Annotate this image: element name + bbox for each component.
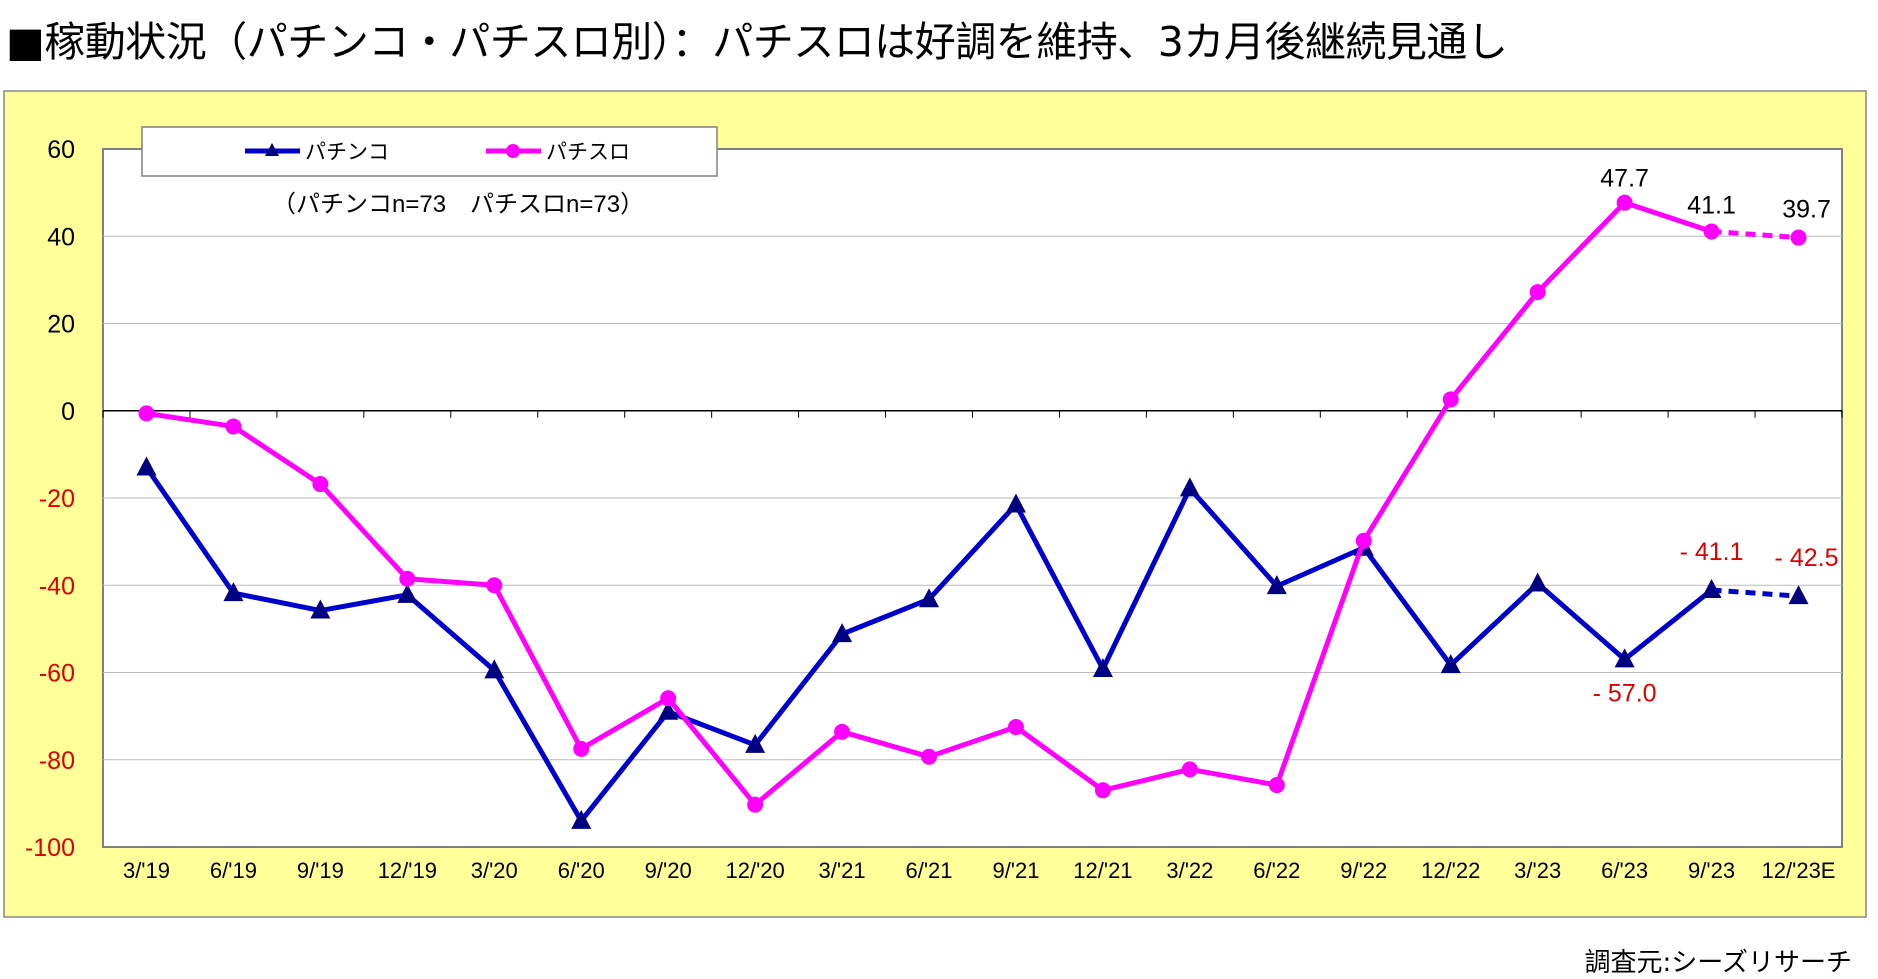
triangle-marker [1527, 572, 1548, 592]
forecast-line [1711, 587, 1799, 599]
triangle-marker [223, 582, 244, 602]
circle-marker [834, 723, 851, 740]
circle-marker [1268, 777, 1285, 794]
y-tick-label: -80 [39, 747, 75, 775]
x-tick-label: 3/'23 [1514, 858, 1561, 883]
forecast-line [1711, 228, 1799, 241]
circle-marker [1703, 223, 1720, 240]
x-tick-label: 12/'23E [1762, 858, 1836, 883]
x-tick-label: 9/'21 [992, 858, 1039, 883]
circle-marker [1094, 782, 1111, 799]
triangle-marker [1179, 477, 1200, 497]
triangle-marker [658, 700, 679, 720]
triangle-marker [1701, 579, 1722, 599]
x-tick-label: 9/'19 [297, 858, 344, 883]
y-tick-label: -20 [39, 485, 75, 513]
x-tick-label: 9/'20 [645, 858, 692, 883]
data-label: - 42.5 [1775, 544, 1839, 572]
x-tick-label: 6/'21 [906, 858, 953, 883]
series-pachinko: - 57.0 - 41.1 - 42.5 [136, 456, 1839, 829]
legend-triangle-marker [265, 143, 279, 156]
series-pachislo: 47.7 41.1 39.7 [138, 165, 1831, 813]
y-tick-label: 40 [47, 223, 75, 251]
circle-marker [1355, 532, 1372, 549]
circle-marker [138, 405, 155, 422]
triangle-marker [136, 456, 157, 476]
triangle-marker [1005, 493, 1026, 513]
x-tick-label: 3/'20 [471, 858, 518, 883]
x-tick-label: 6/'23 [1601, 858, 1648, 883]
x-tick-label: 3/'21 [819, 858, 866, 883]
circle-marker [1442, 391, 1459, 408]
legend: パチンコ パチスロ [141, 126, 718, 177]
y-tick-label: -40 [39, 572, 75, 600]
circle-marker [225, 418, 242, 435]
data-label: 47.7 [1600, 165, 1649, 193]
circle-marker [399, 570, 416, 587]
legend-circle-marker [506, 144, 520, 158]
x-tick-label: 3/'22 [1166, 858, 1213, 883]
triangle-marker [1092, 658, 1113, 678]
y-tick-label: -100 [25, 834, 75, 862]
x-tick-label: 12/'19 [378, 858, 437, 883]
x-tick-label: 9/'22 [1340, 858, 1387, 883]
triangle-marker [1614, 648, 1635, 668]
circle-marker [660, 690, 677, 707]
y-tick-label: -60 [39, 660, 75, 688]
triangle-marker [310, 599, 331, 619]
legend-label: パチスロ [546, 141, 630, 164]
circle-marker [486, 577, 503, 594]
legend-label: パチンコ [305, 141, 389, 164]
circle-marker [1529, 284, 1546, 301]
y-tick-label: 60 [47, 136, 75, 164]
triangle-marker [1266, 575, 1287, 595]
x-tick-label: 6/'22 [1253, 858, 1300, 883]
data-label: - 57.0 [1593, 679, 1657, 707]
x-tick-label: 12/'22 [1421, 858, 1480, 883]
x-tick-label: 6/'20 [558, 858, 605, 883]
triangle-marker [745, 733, 766, 753]
triangle-marker [484, 659, 505, 679]
y-tick-label: 0 [61, 398, 75, 426]
triangle-marker [919, 588, 940, 608]
page-title: ■稼動状況（パチンコ・パチスロ別）：パチスロは好調を維持、3カ月後継続見通し [6, 18, 1508, 66]
x-tick-label: 12/'21 [1073, 858, 1132, 883]
circle-marker [921, 748, 938, 765]
x-tick-label: 9/'23 [1688, 858, 1735, 883]
source-credit: 調査元:シーズリサーチ [1584, 948, 1852, 978]
x-tick-label: 6/'19 [210, 858, 257, 883]
data-label: 41.1 [1687, 191, 1736, 219]
circle-marker [1007, 719, 1024, 736]
circle-marker [747, 796, 764, 813]
x-tick-label: 12/'20 [725, 858, 784, 883]
circle-marker [1181, 761, 1198, 778]
triangle-marker [571, 809, 592, 829]
data-label: - 41.1 [1680, 538, 1744, 566]
circle-marker [1616, 194, 1633, 211]
circle-marker [1790, 229, 1807, 246]
legend-box [141, 126, 718, 177]
triangle-marker [1788, 585, 1809, 605]
data-label: 39.7 [1782, 196, 1831, 224]
circle-marker [312, 476, 329, 493]
circle-marker [573, 740, 590, 757]
triangle-marker [397, 583, 418, 603]
x-tick-label: 3/'19 [123, 858, 170, 883]
triangle-marker [832, 623, 853, 643]
y-tick-label: 20 [47, 311, 75, 339]
triangle-marker [1440, 654, 1461, 674]
sample-size-note: （パチンコn=73 パチスロn=73） [272, 191, 644, 218]
